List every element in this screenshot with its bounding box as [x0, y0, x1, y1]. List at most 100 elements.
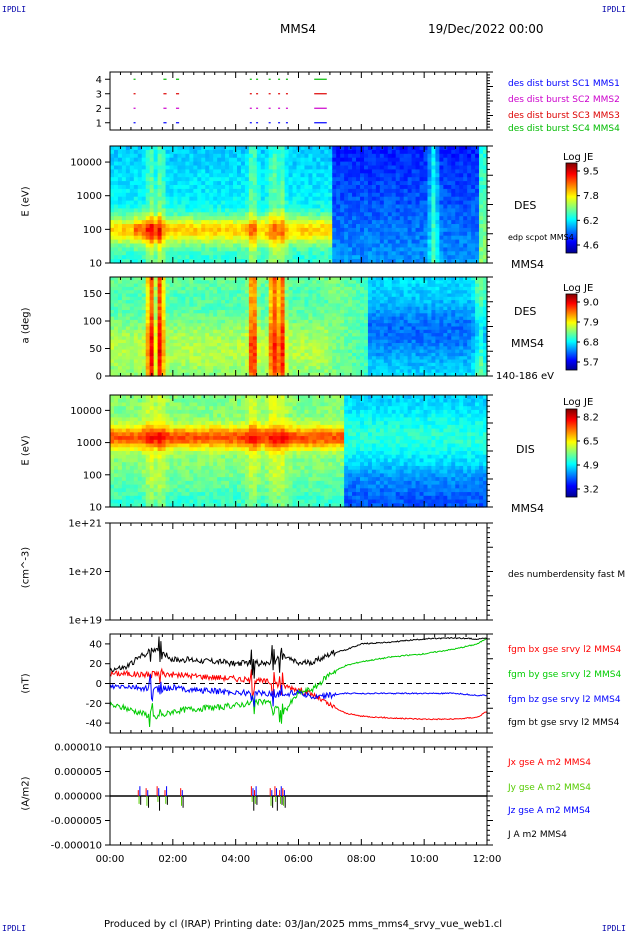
- heat-cell: [217, 316, 222, 321]
- heat-cell: [209, 208, 214, 213]
- heat-cell: [399, 188, 405, 194]
- heat-cell: [439, 224, 444, 229]
- heat-cell: [371, 235, 377, 241]
- heat-cell: [141, 343, 147, 347]
- heat-cell: [225, 306, 230, 311]
- heat-cell: [121, 306, 127, 311]
- heat-cell: [383, 259, 389, 264]
- heat-cell: [399, 153, 405, 159]
- heat-cell: [312, 216, 317, 221]
- heat-cell: [165, 359, 171, 364]
- heat-cell: [451, 208, 456, 213]
- heat-cell: [367, 220, 373, 225]
- heat-cell: [399, 200, 405, 206]
- heat-cell: [332, 336, 337, 341]
- heat-cell: [304, 192, 310, 198]
- heat-cell: [316, 157, 321, 163]
- heat-cell: [443, 239, 448, 245]
- heat-cell: [292, 149, 298, 155]
- heat-cell: [296, 362, 302, 367]
- heat-cell: [165, 319, 171, 324]
- heat-cell: [173, 196, 179, 202]
- heat-cell: [221, 316, 226, 321]
- heat-cell: [113, 204, 119, 209]
- heat-cell: [411, 247, 417, 252]
- heat-cell: [217, 216, 222, 221]
- heat-cell: [340, 366, 345, 370]
- heat-cell: [173, 239, 179, 245]
- heat-cell: [312, 243, 317, 248]
- heat-cell: [300, 169, 306, 174]
- heat-cell: [375, 349, 381, 354]
- heat-cell: [133, 251, 139, 256]
- heat-cell: [185, 169, 190, 174]
- heat-cell: [256, 290, 262, 295]
- heat-cell: [181, 303, 186, 308]
- heat-cell: [264, 181, 270, 186]
- heat-cell: [332, 235, 337, 241]
- heat-cell: [149, 212, 155, 217]
- heat-cell: [403, 165, 409, 170]
- heat-cell: [316, 359, 321, 364]
- heat-cell: [197, 212, 202, 217]
- heat-cell: [129, 204, 135, 209]
- heat-cell: [447, 177, 452, 182]
- heat-cell: [165, 227, 171, 233]
- heat-cell: [121, 235, 127, 241]
- heat-cell: [113, 293, 119, 298]
- heat-cell: [300, 369, 306, 374]
- heat-cell: [201, 243, 206, 248]
- heat-cell: [340, 157, 345, 163]
- heat-cell: [423, 239, 429, 245]
- heat-cell: [209, 310, 214, 314]
- heat-cell: [312, 326, 317, 331]
- heat-cell: [284, 185, 290, 190]
- heat-cell: [340, 220, 345, 225]
- heat-cell: [125, 323, 131, 328]
- heat-cell: [129, 286, 135, 291]
- heat-cell: [260, 333, 266, 337]
- heat-cell: [165, 329, 171, 334]
- heat-cell: [268, 235, 274, 241]
- heat-cell: [292, 313, 298, 318]
- heat-cell: [312, 192, 317, 198]
- heat-cell: [391, 212, 397, 217]
- heat-cell: [455, 243, 460, 248]
- heat-cell: [169, 280, 175, 285]
- heat-cell: [403, 149, 409, 155]
- heat-cell: [129, 290, 135, 295]
- heat-cell: [189, 283, 194, 288]
- heat-cell: [367, 185, 373, 190]
- heat-cell: [288, 310, 294, 314]
- heat-cell: [419, 208, 425, 213]
- heat-cell: [475, 153, 480, 159]
- heat-cell: [149, 192, 155, 198]
- heat-cell: [157, 196, 163, 202]
- heat-cell: [173, 280, 179, 285]
- heat-cell: [304, 212, 310, 217]
- heat-cell: [157, 286, 163, 291]
- heat-cell: [356, 316, 361, 321]
- heat-cell: [185, 280, 190, 285]
- heat-cell: [240, 349, 246, 354]
- heat-cell: [443, 157, 448, 163]
- heat-cell: [169, 333, 175, 337]
- heat-cell: [324, 313, 329, 318]
- heat-cell: [256, 181, 262, 186]
- heat-cell: [387, 326, 393, 331]
- heat-cell: [110, 161, 115, 167]
- heat-cell: [256, 169, 262, 174]
- heat-cell: [284, 349, 290, 354]
- heat-cell: [367, 316, 373, 321]
- heat-cell: [336, 196, 341, 202]
- heat-cell: [423, 235, 429, 241]
- heat-cell: [395, 161, 401, 167]
- heat-cell: [240, 216, 246, 221]
- heat-cell: [328, 290, 333, 295]
- heat-cell: [157, 177, 163, 182]
- heat-cell: [229, 286, 234, 291]
- heat-cell: [209, 290, 214, 295]
- heat-cell: [284, 173, 290, 178]
- heat-cell: [280, 204, 286, 209]
- heat-cell: [360, 227, 365, 233]
